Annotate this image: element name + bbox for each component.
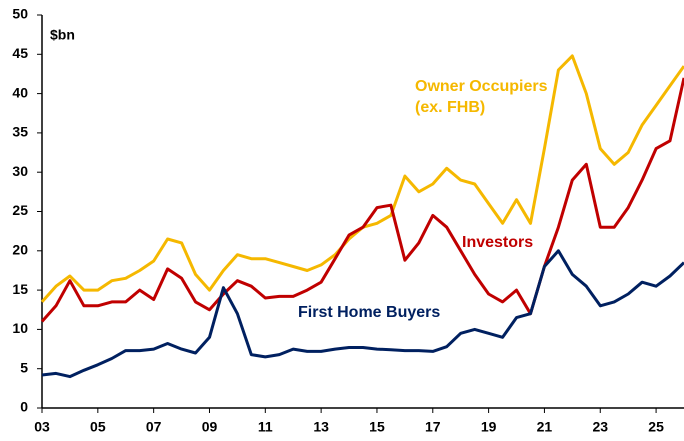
x-tick-label: 15 [369,419,385,435]
y-tick-label: 0 [20,399,28,415]
y-axis-label: $bn [50,27,75,43]
annotation: (ex. FHB) [415,99,485,116]
y-tick-label: 10 [12,320,28,336]
series-label: First Home Buyers [298,304,440,321]
x-tick-label: 05 [90,419,106,435]
y-tick-label: 50 [12,6,28,22]
y-tick-label: 40 [12,84,28,100]
y-tick-label: 35 [12,124,28,140]
series-line [41,249,684,379]
y-tick-label: 45 [12,45,28,61]
series-label: Owner Occupiers [415,78,548,95]
x-tick-label: 19 [481,419,497,435]
x-tick-label: 17 [425,419,441,435]
x-tick-label: 23 [592,419,608,435]
x-tick-label: 11 [258,419,273,435]
y-tick-label: 30 [12,163,28,179]
y-tick-label: 25 [12,202,28,218]
y-tick-label: 15 [12,281,28,297]
series-label: Investors [462,234,533,251]
x-tick-label: 21 [537,419,553,435]
y-tick-label: 20 [12,242,28,258]
series-line [40,54,684,303]
series-line [40,77,684,323]
y-tick-label: 5 [20,359,28,375]
x-tick-label: 07 [146,419,162,435]
x-tick-label: 13 [313,419,329,435]
x-tick-label: 25 [648,419,664,435]
x-tick-label: 09 [202,419,218,435]
x-tick-label: 03 [34,419,50,435]
